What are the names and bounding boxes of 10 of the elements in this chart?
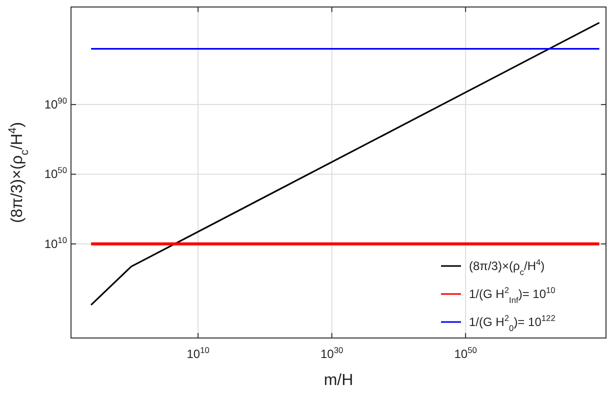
x-tick-label: 10$^{50}$ <box>454 345 478 361</box>
y-tick-label: 10$^{50}$ <box>44 165 68 182</box>
x-tick-label: 10$^{30}$ <box>320 345 344 361</box>
x-tick-label: 10$^{10}$ <box>186 345 210 361</box>
y-tick-label: 10$^{10}$ <box>44 234 68 251</box>
y-tick-label: 10$^{90}$ <box>44 96 68 112</box>
legend-label: 1/(G H$^{2}$$_{Inf}$)= 10$^{10}$ <box>469 285 556 305</box>
x-axis-title: m/H <box>324 372 354 389</box>
legend-label: 1/(G H$^{2}$$_{0}$)= 10$^{122}$ <box>469 313 556 333</box>
legend-label: (8π/3)×(ρ$_{c}$/H$^{4}$) <box>469 257 545 277</box>
